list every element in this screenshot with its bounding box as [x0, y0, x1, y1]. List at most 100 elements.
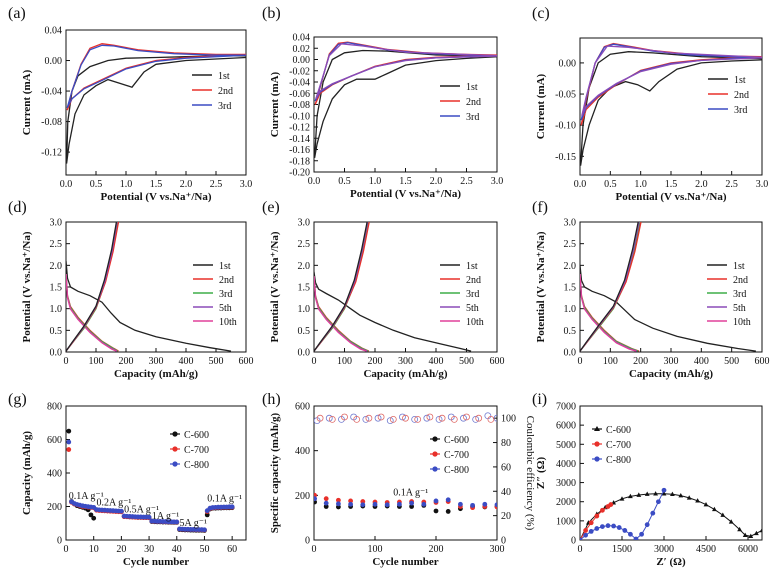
series-extra-3-point	[411, 415, 419, 423]
legend-entry: 2nd	[466, 97, 481, 108]
series-c-700-point	[348, 498, 353, 504]
series-c-800-point	[470, 502, 475, 508]
legend-marker	[172, 461, 178, 467]
x-axis-label: Potential (V vs.Na⁺/Na)	[615, 191, 726, 203]
legend-entry: 2nd	[733, 275, 748, 286]
series-c-800-point	[633, 536, 639, 540]
panel-b: (b)0.0 0.5 1.0 1.5 2.0 2.5 3.00.040.020.00-0.0…	[262, 5, 503, 200]
x-tick-label: 2.0	[180, 179, 193, 190]
series-extra-5-line	[580, 222, 641, 352]
legend-entry: C-700	[184, 445, 209, 456]
y-tick-label: -0.12	[289, 123, 310, 134]
y-tick-label: 200	[47, 502, 62, 513]
annotation: 5A g⁻¹	[180, 518, 207, 529]
series-extra-4-point	[377, 413, 385, 421]
x-tick-label: 0.0	[308, 176, 321, 187]
legend-entry: 1st	[218, 71, 230, 82]
series-extra-7-line	[580, 222, 640, 352]
y-tick-label: -0.08	[41, 117, 62, 128]
legend-marker	[432, 451, 438, 457]
series-1st-line	[66, 55, 246, 164]
series-c-800-point	[588, 528, 594, 534]
x-tick-label: 0	[64, 356, 69, 367]
y-tick-label: 600	[47, 435, 62, 446]
plot-area	[580, 42, 762, 166]
series-extra-3-point	[362, 415, 370, 423]
legend-entry: 3rd	[466, 112, 479, 123]
series-extra-4-point	[402, 414, 409, 422]
series-extra-3-point	[423, 414, 431, 422]
y-tick-label: 0.0	[298, 348, 311, 359]
y2-axis-label: Coulombic efficiency (%)	[524, 416, 536, 531]
legend-entry: C-800	[184, 460, 209, 471]
y-tick-label: 600	[295, 402, 310, 413]
plot-area	[580, 222, 756, 352]
x-tick-label: 0	[64, 544, 69, 555]
series-c-600-point	[661, 491, 667, 496]
y-tick-label: 5000	[556, 440, 576, 451]
series-extra-4-point	[463, 413, 470, 421]
series-c-800-point	[605, 523, 611, 529]
legend-marker	[172, 446, 178, 452]
y-tick-label: -0.08	[289, 100, 310, 111]
y-tick-label: -0.04	[289, 78, 310, 89]
series-c-800-point	[616, 525, 622, 530]
series-c-800-point	[146, 514, 152, 520]
series-c-800-point	[482, 501, 488, 507]
x-tick-label: 1.5	[399, 176, 412, 187]
y-tick-label: -0.18	[289, 156, 310, 167]
x-tick-label: 400	[429, 356, 444, 367]
x-tick-label: 2.5	[210, 179, 223, 190]
series-c-800-point	[628, 531, 633, 537]
series-extra-3-point	[374, 414, 382, 422]
series-extra-4-point	[316, 414, 324, 422]
series-extra-6-line	[314, 222, 370, 352]
series-c-800-point	[229, 504, 235, 510]
y-axis-label: Specific capacity (mAh/g)	[269, 412, 281, 533]
x-tick-label: 0.5	[90, 179, 103, 190]
legend-entry: 5th	[466, 303, 479, 314]
x-tick-label: 0.5	[338, 176, 351, 187]
legend-marker	[594, 456, 600, 462]
y-tick-label: 3000	[556, 478, 576, 489]
y-tick-label: -0.02	[289, 66, 310, 77]
series-extra-3-line	[315, 43, 497, 100]
x-tick-label: 100	[603, 356, 618, 367]
y-tick-label: 0.5	[50, 326, 63, 337]
series-extra-4-point	[475, 414, 483, 422]
y-tick-label: 0.0	[564, 348, 577, 359]
y-axis-label: Potential (V vs.Na⁺/Na)	[21, 231, 33, 342]
series-extra-6-line	[580, 222, 642, 352]
x-axis-label: Capacity (mAh/g)	[363, 368, 447, 380]
series-extra-8-line	[580, 222, 639, 352]
series-c-600-point	[409, 504, 414, 509]
plot-area	[314, 222, 472, 352]
y-tick-label: 400	[295, 446, 310, 457]
series-extra-4-point	[450, 415, 458, 423]
series-c-800-point	[494, 502, 497, 508]
series-c-600-point	[670, 491, 675, 497]
y2-tick-label: 80	[501, 438, 511, 449]
series-extra-3-point	[399, 413, 406, 421]
y-tick-label: -0.15	[555, 152, 576, 163]
x-tick-label: 600	[755, 356, 770, 367]
x-axis-label: Z′ (Ω)	[656, 556, 686, 568]
plot-frame	[313, 405, 498, 541]
series-c-800-point	[397, 501, 402, 507]
legend-entry: 1st	[466, 261, 478, 272]
series-3rd-line	[66, 44, 246, 109]
panel-label: (a)	[8, 5, 26, 22]
y-tick-label: 2.5	[564, 239, 577, 250]
x-tick-label: 40	[172, 544, 182, 555]
x-tick-label: 1.0	[369, 176, 382, 187]
x-tick-label: 300	[398, 356, 413, 367]
y-axis-label: Current (mA)	[21, 69, 33, 135]
y-tick-label: 6000	[556, 421, 576, 432]
y-tick-label: -0.06	[289, 89, 310, 100]
x-tick-label: 500	[459, 356, 474, 367]
x-tick-label: 300	[149, 356, 164, 367]
x-tick-label: 10	[89, 544, 99, 555]
y2-tick-label: 0	[501, 536, 506, 547]
